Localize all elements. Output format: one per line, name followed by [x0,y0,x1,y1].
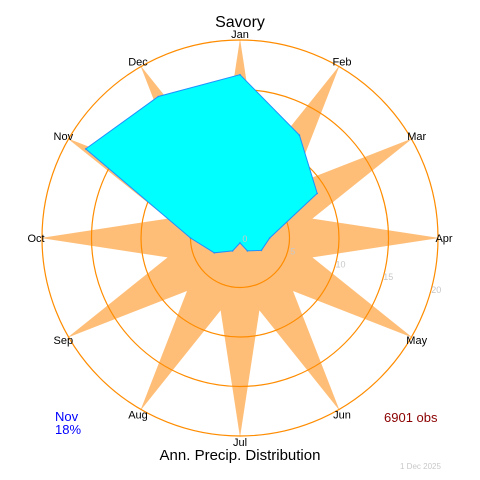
chart-subtitle: Ann. Precip. Distribution [159,447,321,464]
generation-date: 1 Dec 2025 [400,462,441,471]
month-label-oct: Oct [27,233,44,245]
ring-labels: 0 5 10 15 20 [242,234,441,295]
month-label-feb: Feb [333,56,352,68]
observed-point-feb [298,134,301,136]
observed-point-mar [316,192,319,195]
observed-point-aug [231,250,234,252]
month-label-jun: Jun [333,410,351,422]
month-label-apr: Apr [435,233,452,245]
ring-20 [41,39,439,437]
ring-label-15: 15 [383,272,393,282]
month-label-aug: Aug [128,410,148,422]
month-label-nov: Nov [54,131,74,143]
month-labels: Jan Feb Mar Apr May Jun Jul Aug Sep Oct Nov Dec [27,29,452,449]
ring-label-10: 10 [335,259,345,269]
observed-point-may [260,249,263,252]
observed-point-jul [239,242,241,244]
observed-polygon [84,73,319,254]
month-label-dec: Dec [128,56,148,68]
chart-title: Savory [215,14,265,31]
max-month-label: Nov [55,409,79,424]
month-label-mar: Mar [407,131,426,143]
ring-label-0: 0 [242,234,247,244]
month-label-may: May [406,335,427,347]
observed-point-nov [84,148,87,150]
month-label-sep: Sep [54,335,74,347]
month-label-jan: Jan [231,29,249,41]
observed-point-oct [189,237,192,239]
observation-count: 6901 obs [384,410,438,425]
observed-point-dec [157,95,160,98]
ring-label-20: 20 [431,285,441,295]
observed-point-jan [239,73,241,76]
ring-label-5: 5 [290,247,295,257]
month-label-jul: Jul [233,437,247,449]
max-month-percent: 18% [55,422,82,437]
observed-point-apr [268,237,271,239]
observed-point-jun [246,250,249,252]
observed-point-sep [213,252,216,254]
max-month-annotation: Nov 18% [55,410,81,436]
